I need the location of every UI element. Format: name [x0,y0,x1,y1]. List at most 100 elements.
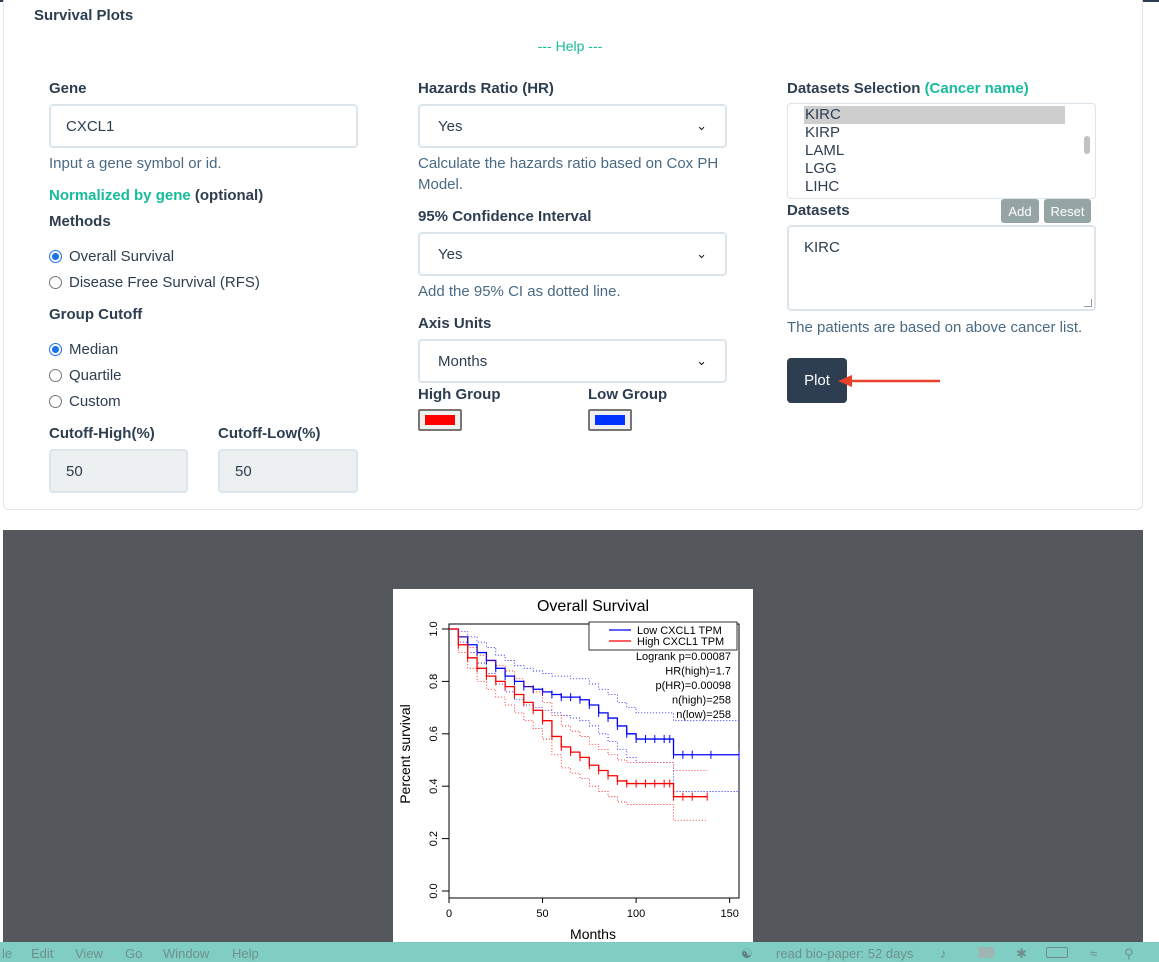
datasets-hint: The patients are based on above cancer l… [787,319,1083,336]
gene-label: Gene [49,80,87,97]
x-tick-label: 100 [627,908,645,920]
gene-input[interactable]: CXCL1 [49,104,358,148]
search-icon[interactable]: ⚲ [1124,946,1134,961]
menu-item-go[interactable]: Go [125,946,143,961]
listbox-option-kirc[interactable]: KIRC [804,106,1065,124]
confidence-interval-value: Yes [438,245,463,263]
listbox-option-kirp[interactable]: KIRP [805,124,841,141]
radio-dot[interactable] [49,369,62,382]
low-survival-line [449,628,739,756]
menu-item-view[interactable]: View [75,946,103,961]
datasets-listbox[interactable]: KIRC KIRP LAML LGG LIHC [787,103,1096,199]
battery-icon[interactable] [1046,947,1068,958]
group-cutoff-label: Group Cutoff [49,306,143,323]
x-tick-label: 50 [536,908,548,920]
gene-input-value: CXCL1 [66,117,115,135]
x-tick-label: 150 [720,908,738,920]
stat-label: p(HR)=0.00098 [655,680,731,692]
cutoff-high-label: Cutoff-High(%) [49,425,155,442]
y-axis-label: Percent survival [397,704,413,804]
high-group-color-picker[interactable] [418,409,462,431]
cutoff-low-label: Cutoff-Low(%) [218,425,321,442]
radio-median[interactable]: Median [49,341,118,358]
radio-label: Quartile [69,367,122,384]
optional-note: (optional) [194,187,264,204]
resize-handle-icon[interactable] [1084,299,1092,307]
running-figure-icon[interactable]: ☯ [741,946,753,961]
radio-overall-survival[interactable]: Overall Survival [49,248,174,265]
menu-item-edit[interactable]: Edit [31,946,54,961]
help-link[interactable]: --- Help --- [0,38,1140,54]
stat-label: n(low)=258 [676,709,731,721]
high-ci-upper-line [449,628,708,771]
chevron-down-icon: ⌄ [696,118,707,133]
menu-item-file[interactable]: le [2,946,13,961]
cutoff-high-value: 50 [66,462,83,480]
add-button[interactable]: Add [1001,199,1039,223]
radio-label: Overall Survival [69,248,175,265]
arrow-annotation-icon [838,375,940,387]
low-group-color-picker[interactable] [588,409,632,431]
stat-label: n(high)=258 [672,695,731,707]
chevron-down-icon: ⌄ [696,246,707,261]
y-tick-label: 0.2 [428,831,440,846]
axis-units-label: Axis Units [418,315,492,332]
menu-item-help[interactable]: Help [232,946,259,961]
radio-label: Custom [69,393,121,410]
menu-item-window[interactable]: Window [163,946,210,961]
cutoff-high-input[interactable]: 50 [49,449,188,493]
help-link-text[interactable]: --- Help --- [537,38,603,54]
high-group-label: High Group [418,386,501,403]
low-group-color-fill [595,415,625,425]
axis-units-select[interactable]: Months ⌄ [418,339,727,383]
volume-icon[interactable]: ♪ [940,946,947,961]
confidence-interval-hint: Add the 95% CI as dotted line. [418,283,621,300]
legend-box [588,621,738,651]
datasets-textarea-value: KIRC [804,239,840,256]
normalized-row: Normalized by gene (optional) [49,187,263,204]
cutoff-low-value: 50 [235,462,252,480]
listbox-scrollbar[interactable] [1084,136,1090,154]
wifi-icon[interactable]: ≈ [1090,946,1098,961]
x-axis-label: Months [570,926,616,942]
radio-dot-checked[interactable] [49,343,62,356]
low-group-label: Low Group [588,386,668,403]
bluetooth-icon[interactable]: ✱ [1016,946,1027,961]
y-tick-label: 0.4 [428,779,440,794]
cutoff-low-input[interactable]: 50 [218,449,358,493]
hazards-ratio-label: Hazards Ratio (HR) [418,80,554,97]
flag-icon[interactable] [978,947,994,958]
arrow-head [838,375,852,387]
datasets-label: Datasets [787,202,850,219]
hazards-ratio-select[interactable]: Yes ⌄ [418,104,727,148]
reset-button[interactable]: Reset [1044,199,1091,223]
os-menubar: le Edit View Go Window Help ☯ read bio-p… [0,942,1159,962]
axis-units-value: Months [438,352,488,370]
radio-disease-free-survival[interactable]: Disease Free Survival (RFS) [49,274,260,291]
radio-label: Median [69,341,119,358]
radio-dot[interactable] [49,395,62,408]
datasets-textarea[interactable]: KIRC [787,225,1096,311]
confidence-interval-label: 95% Confidence Interval [418,208,592,225]
listbox-option-laml[interactable]: LAML [805,142,845,159]
radio-custom[interactable]: Custom [49,393,121,410]
plot-button[interactable]: Plot [787,358,847,403]
legend-label: Low CXCL1 TPM [637,625,722,637]
y-tick-label: 1.0 [428,621,440,636]
stat-label: HR(high)=1.7 [665,666,731,678]
normalized-by-gene-link[interactable]: Normalized by gene [49,187,191,204]
survival-plot-image: Overall Survival Percent survival Months… [393,589,753,942]
km-chart-svg: Overall Survival Percent survival Months… [397,598,740,942]
radio-dot[interactable] [49,276,62,289]
hazards-ratio-hint: Calculate the hazards ratio based on Cox… [418,155,719,193]
y-tick-label: 0.8 [428,674,440,689]
stat-label: Logrank p=0.00087 [636,651,731,663]
listbox-option-lihc[interactable]: LIHC [805,178,840,195]
listbox-option-lgg[interactable]: LGG [805,160,837,177]
menubar-status-text[interactable]: read bio-paper: 52 days [776,946,914,961]
gene-hint: Input a gene symbol or id. [49,155,222,172]
radio-dot-checked[interactable] [49,250,62,263]
radio-quartile[interactable]: Quartile [49,367,122,384]
confidence-interval-select[interactable]: Yes ⌄ [418,232,727,276]
